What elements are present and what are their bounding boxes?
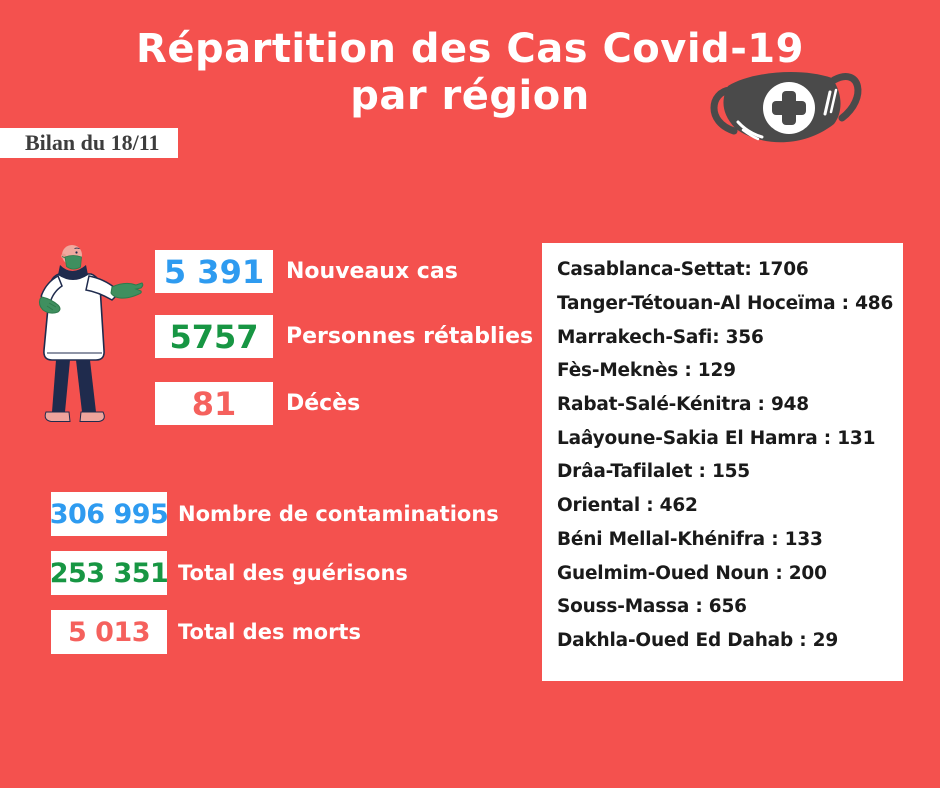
stat-row-deces: 81 Décès [155, 382, 360, 425]
stat-value: 81 [191, 384, 237, 423]
region-stat: Rabat-Salé-Kénitra : 948 [557, 394, 809, 416]
region-stat: Fès-Meknès : 129 [557, 360, 736, 382]
region-stat: Souss-Massa : 656 [557, 596, 747, 618]
stat-value-box: 253 351 [49, 551, 169, 595]
stat-value-box: 5 013 [51, 610, 167, 654]
stat-value: 5 013 [67, 616, 151, 648]
page-title-line1: Répartition des Cas Covid-19 [136, 26, 804, 72]
stat-value-box: 81 [155, 382, 273, 425]
page-title-line2: par région [350, 73, 590, 119]
stat-label: Total des guérisons [178, 561, 408, 585]
stat-label: Personnes rétablies [286, 324, 534, 349]
stat-row-contaminations: 306 995 Nombre de contaminations [49, 492, 499, 536]
stat-row-personnes-retablies: 5757 Personnes rétablies [155, 315, 533, 358]
region-stat: Dakhla-Oued Ed Dahab : 29 [557, 629, 839, 651]
stat-label: Nombre de contaminations [178, 502, 499, 526]
stat-label: Total des morts [178, 620, 361, 644]
page-title: Répartition des Cas Covid-19 par région [0, 26, 940, 120]
medical-mask-icon [702, 58, 874, 158]
stat-label: Nouveaux cas [286, 259, 458, 284]
region-stat: Béni Mellal-Khénifra : 133 [557, 528, 823, 550]
stat-value: 253 351 [49, 557, 169, 589]
region-stat: Casablanca-Settat: 1706 [557, 259, 809, 281]
stat-value-box: 5 391 [155, 250, 273, 293]
region-stat: Marrakech-Safi: 356 [557, 326, 764, 348]
doctor-illustration [25, 236, 145, 426]
report-date-label: Bilan du 18/11 [25, 130, 160, 155]
stat-value: 5 391 [163, 252, 265, 291]
stat-row-guerisons: 253 351 Total des guérisons [49, 551, 408, 595]
stat-value-box: 306 995 [49, 492, 169, 536]
stat-row-nouveaux-cas: 5 391 Nouveaux cas [155, 250, 458, 293]
region-stat: Guelmim-Oued Noun : 200 [557, 562, 827, 584]
stat-label: Décès [286, 391, 361, 416]
stat-value: 5757 [169, 317, 259, 356]
stat-value-box: 5757 [155, 315, 273, 358]
region-stat: Oriental : 462 [557, 495, 698, 517]
stat-row-morts: 5 013 Total des morts [51, 610, 361, 654]
report-date-badge: Bilan du 18/11 [0, 128, 178, 158]
region-stat: Drâa-Tafilalet : 155 [557, 461, 750, 483]
stat-value: 306 995 [49, 498, 169, 530]
region-stat: Laâyoune-Sakia El Hamra : 131 [557, 427, 876, 449]
region-stat: Tanger-Tétouan-Al Hoceïma : 486 [557, 293, 894, 315]
regions-panel: Casablanca-Settat: 1706 Tanger-Tétouan-A… [542, 243, 903, 681]
